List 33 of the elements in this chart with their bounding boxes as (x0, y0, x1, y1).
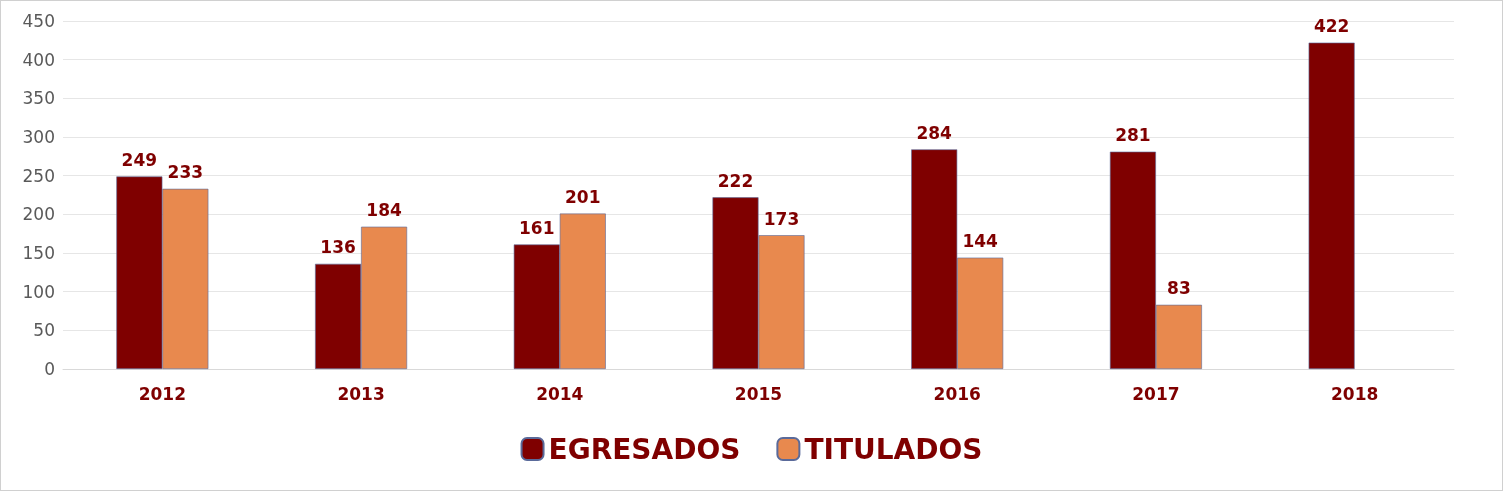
data-label: 161 (519, 217, 555, 238)
legend-label: TITULADOS (804, 432, 983, 466)
y-tick-label: 450 (22, 11, 55, 31)
y-tick-label: 200 (22, 204, 55, 225)
y-tick-label: 100 (22, 281, 55, 302)
x-tick-label: 2016 (933, 383, 981, 404)
x-tick-label: 2017 (1132, 383, 1180, 404)
y-tick-label: 0 (44, 359, 55, 379)
x-tick-label: 2018 (1330, 383, 1379, 404)
data-label: 201 (565, 187, 601, 208)
data-label: 173 (763, 208, 800, 229)
bar (1308, 42, 1355, 369)
data-label: 422 (1313, 16, 1350, 37)
x-tick-label: 2013 (337, 383, 385, 404)
x-tick-label: 2014 (536, 383, 584, 404)
x-tick-label: 2015 (734, 383, 783, 404)
data-label: 144 (962, 231, 999, 252)
data-label: 83 (1167, 278, 1191, 299)
y-tick-label: 250 (22, 165, 55, 186)
data-label: 284 (916, 122, 953, 143)
y-tick-label: 350 (22, 88, 55, 109)
x-tick-label: 2012 (138, 383, 187, 404)
data-label: 249 (121, 149, 158, 170)
legend-label: EGRESADOS (548, 432, 741, 466)
y-tick-label: 400 (22, 49, 55, 70)
data-label: 184 (366, 200, 402, 221)
data-label: 233 (167, 162, 204, 183)
data-label: 222 (717, 170, 754, 191)
data-label: 136 (320, 237, 356, 258)
y-tick-label: 50 (33, 320, 55, 341)
y-tick-label: 300 (22, 127, 55, 147)
data-label: 281 (1115, 125, 1151, 146)
y-tick-label: 150 (22, 243, 55, 263)
